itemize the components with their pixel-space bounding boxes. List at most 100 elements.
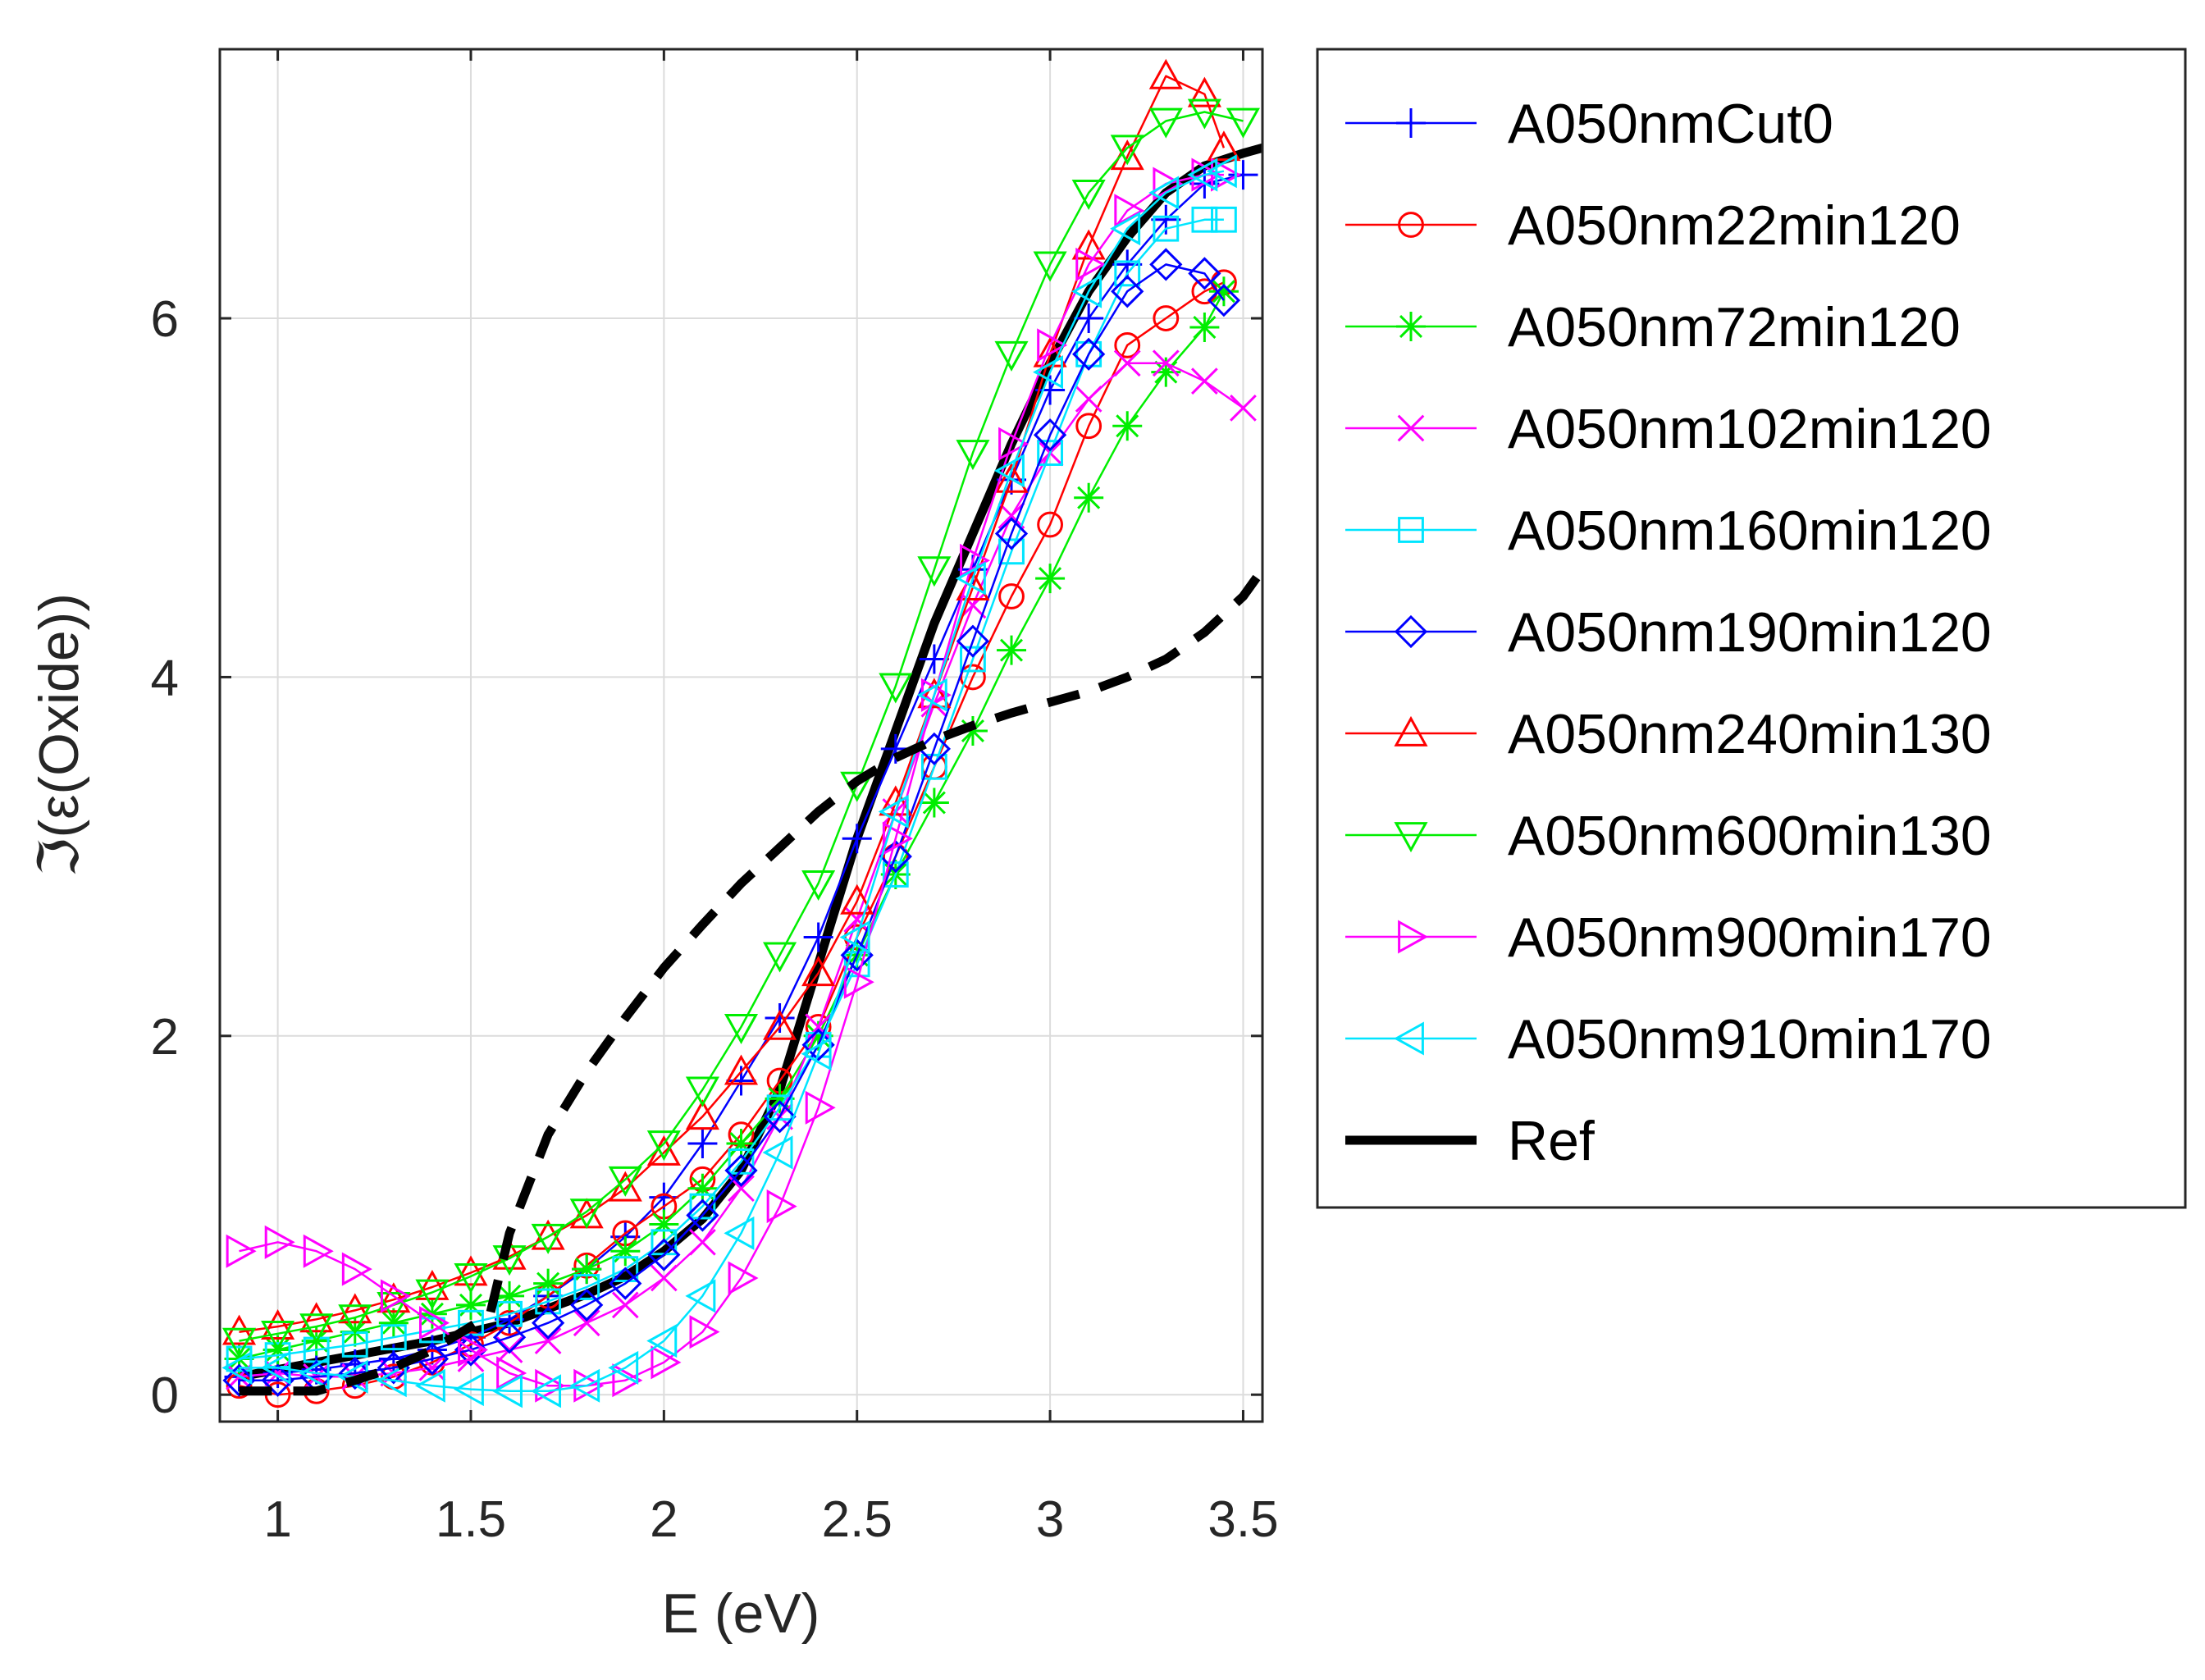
diamond-marker: [686, 1198, 719, 1232]
diamond-marker: [454, 1333, 488, 1367]
plus-marker: [687, 1129, 718, 1159]
triangle-up-marker: [685, 1099, 719, 1130]
triangle-left-marker: [878, 794, 909, 829]
triangle-right-marker: [1114, 194, 1145, 228]
asterisk-marker: [765, 1084, 795, 1114]
series-layer: [221, 58, 1267, 1408]
plus-marker: [1396, 108, 1426, 138]
diamond-marker: [1149, 248, 1183, 281]
diamond-marker: [492, 1321, 527, 1354]
triangle-up-marker: [531, 1219, 565, 1250]
triangle-left-marker: [724, 1216, 755, 1250]
triangle-left-marker: [453, 1372, 484, 1407]
triangle-down-marker: [956, 440, 990, 471]
triangle-down-marker: [763, 942, 797, 973]
triangle-up-marker: [1148, 58, 1183, 89]
diamond-marker: [1033, 418, 1067, 452]
triangle-left-marker: [762, 1135, 793, 1170]
triangle-right-marker: [496, 1356, 527, 1390]
series-ref: [238, 143, 1264, 1381]
triangle-down-marker: [724, 1013, 759, 1044]
y-tick-label: 6: [151, 291, 179, 348]
legend-item: A050nm72min120: [1345, 296, 1961, 358]
triangle-up-marker: [724, 1054, 759, 1085]
series-a050nm190min120: [222, 248, 1241, 1397]
square-marker: [573, 1274, 600, 1300]
triangle-right-marker: [689, 1315, 720, 1349]
plus-marker: [1228, 160, 1258, 190]
x-tick-label: 1.5: [436, 1491, 506, 1548]
diamond-marker: [1394, 614, 1428, 649]
triangle-up-marker: [221, 1314, 257, 1345]
asterisk-marker: [533, 1268, 564, 1299]
legend-item: A050nm900min170: [1345, 906, 1992, 969]
asterisk-marker: [1396, 312, 1426, 341]
y-tick-label: 0: [151, 1367, 179, 1424]
x-marker: [534, 1327, 562, 1354]
triangle-down-marker: [338, 1304, 372, 1335]
triangle-right-marker: [458, 1332, 489, 1367]
triangle-right-marker: [535, 1368, 566, 1403]
diamond-marker: [261, 1363, 294, 1397]
plus-marker: [1074, 304, 1104, 334]
triangle-left-marker: [1393, 1021, 1424, 1056]
asterisk-marker: [919, 788, 949, 818]
triangle-right-marker: [380, 1279, 411, 1313]
diamond-marker: [1111, 275, 1144, 308]
circle-marker: [226, 1372, 253, 1399]
square-marker: [612, 1256, 639, 1283]
x-tick-label: 2.5: [822, 1491, 892, 1548]
triangle-right-marker: [651, 1345, 682, 1380]
triangle-up-marker: [994, 462, 1029, 493]
triangle-up-marker: [1033, 336, 1067, 368]
legend-item: A050nmCut0: [1345, 93, 1833, 155]
y-tick-label: 4: [151, 650, 179, 706]
asterisk-marker: [1151, 357, 1181, 387]
asterisk-marker: [803, 1020, 833, 1051]
legend-box: [1316, 48, 2187, 1209]
series-line: [239, 566, 1267, 1396]
triangle-down-marker: [221, 1327, 257, 1358]
legend-label: A050nm72min120: [1508, 296, 1961, 358]
circle-marker: [1075, 413, 1102, 440]
triangle-right-marker: [226, 1234, 257, 1268]
legend-item: A050nm22min120: [1345, 194, 1961, 257]
triangle-left-marker: [1033, 355, 1063, 390]
x-marker: [573, 1309, 600, 1337]
triangle-down-marker: [569, 1198, 604, 1230]
x-marker: [1230, 395, 1257, 422]
asterisk-marker: [687, 1173, 718, 1203]
ticks: 1 1.5 2 2.5 3 3.5 0 2 4 6: [151, 49, 1279, 1548]
triangle-up-marker: [1071, 229, 1106, 260]
triangle-right-marker: [1191, 158, 1222, 192]
triangle-down-marker: [377, 1291, 411, 1322]
triangle-up-marker: [415, 1269, 450, 1300]
asterisk-marker: [572, 1254, 602, 1285]
plus-marker: [803, 922, 833, 952]
asterisk-marker: [455, 1290, 486, 1320]
y-tick-label: 2: [151, 1009, 179, 1066]
legend-label: A050nm240min130: [1508, 703, 1992, 765]
triangle-right-marker: [303, 1234, 334, 1268]
legend-label: A050nm910min170: [1508, 1008, 1992, 1071]
triangle-down-marker: [261, 1320, 295, 1351]
triangle-up-marker: [1394, 715, 1428, 746]
square-marker: [960, 646, 986, 673]
triangle-down-marker: [1148, 107, 1183, 139]
triangle-right-marker: [998, 427, 1029, 461]
triangle-left-marker: [299, 1356, 330, 1390]
diamond-marker: [647, 1238, 681, 1271]
triangle-down-marker: [299, 1313, 334, 1344]
triangle-left-marker: [221, 1350, 253, 1385]
diamond-marker: [1072, 337, 1106, 371]
x-marker: [689, 1228, 716, 1256]
triangle-left-marker: [993, 454, 1025, 488]
triangle-left-marker: [569, 1368, 600, 1403]
x-axis-label: E (eV): [662, 1582, 820, 1645]
triangle-left-marker: [646, 1324, 678, 1358]
triangle-down-marker: [1033, 251, 1067, 282]
square-marker: [496, 1300, 523, 1327]
triangle-right-marker: [728, 1261, 759, 1295]
diamond-marker: [532, 1306, 565, 1340]
diamond-marker: [1207, 284, 1241, 317]
